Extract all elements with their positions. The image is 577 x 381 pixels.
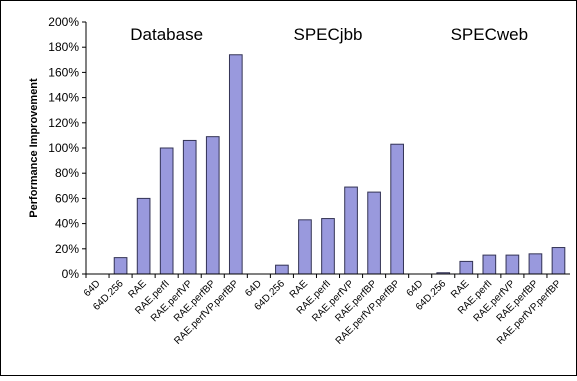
bar xyxy=(298,219,312,275)
y-tick-label: 120% xyxy=(48,116,79,130)
bar xyxy=(551,247,566,275)
bar xyxy=(528,253,543,275)
bar xyxy=(482,254,497,275)
bar xyxy=(136,197,151,275)
y-axis-label: Performance Improvement xyxy=(28,78,40,218)
bar xyxy=(182,139,197,275)
y-tick-label: 60% xyxy=(55,191,79,205)
bar xyxy=(505,254,520,275)
bar xyxy=(275,264,289,275)
bar xyxy=(344,186,358,275)
group-title: SPECjbb xyxy=(294,25,363,44)
y-tick-label: 100% xyxy=(48,141,79,155)
y-tick-label: 20% xyxy=(55,242,79,256)
group-title: Database xyxy=(130,25,203,44)
bar xyxy=(228,54,243,275)
bars xyxy=(113,54,566,275)
group-titles: Database SPECjbb SPECweb xyxy=(130,25,528,44)
y-tick-label: 200% xyxy=(48,15,79,29)
y-tick-label: 180% xyxy=(48,40,79,54)
y-axis-ticks: 0% 20% 40% 60% 80% 100% 120% 140% 160% 180% 200% xyxy=(48,15,86,281)
bar xyxy=(159,147,174,275)
bar xyxy=(390,143,404,275)
group-title: SPECweb xyxy=(451,25,528,44)
bar xyxy=(367,191,381,275)
y-tick-label: 80% xyxy=(55,166,79,180)
bar xyxy=(113,257,128,275)
y-tick-label: 40% xyxy=(55,217,79,231)
y-tick-label: 140% xyxy=(48,91,79,105)
y-tick-label: 160% xyxy=(48,65,79,79)
bar xyxy=(321,218,335,275)
bar xyxy=(205,136,220,275)
bar xyxy=(459,260,474,275)
y-tick-label: 0% xyxy=(62,267,80,281)
